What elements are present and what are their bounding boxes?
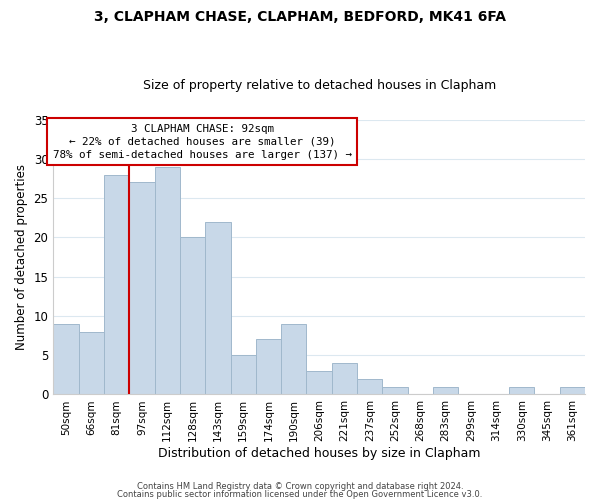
Bar bbox=[53, 324, 79, 394]
Text: Contains HM Land Registry data © Crown copyright and database right 2024.: Contains HM Land Registry data © Crown c… bbox=[137, 482, 463, 491]
Bar bbox=[155, 166, 180, 394]
Bar bbox=[230, 355, 256, 395]
Text: 3 CLAPHAM CHASE: 92sqm
← 22% of detached houses are smaller (39)
78% of semi-det: 3 CLAPHAM CHASE: 92sqm ← 22% of detached… bbox=[53, 124, 352, 160]
Bar bbox=[104, 174, 129, 394]
Text: Contains public sector information licensed under the Open Government Licence v3: Contains public sector information licen… bbox=[118, 490, 482, 499]
Bar bbox=[180, 238, 205, 394]
Bar bbox=[382, 386, 408, 394]
Bar bbox=[281, 324, 307, 394]
Bar bbox=[205, 222, 230, 394]
Bar bbox=[256, 340, 281, 394]
Bar bbox=[129, 182, 155, 394]
Title: Size of property relative to detached houses in Clapham: Size of property relative to detached ho… bbox=[143, 79, 496, 92]
Bar bbox=[357, 378, 382, 394]
Bar bbox=[332, 363, 357, 394]
Bar bbox=[307, 371, 332, 394]
Bar bbox=[509, 386, 535, 394]
Y-axis label: Number of detached properties: Number of detached properties bbox=[15, 164, 28, 350]
Text: 3, CLAPHAM CHASE, CLAPHAM, BEDFORD, MK41 6FA: 3, CLAPHAM CHASE, CLAPHAM, BEDFORD, MK41… bbox=[94, 10, 506, 24]
Bar bbox=[560, 386, 585, 394]
Bar bbox=[79, 332, 104, 394]
Bar bbox=[433, 386, 458, 394]
X-axis label: Distribution of detached houses by size in Clapham: Distribution of detached houses by size … bbox=[158, 447, 481, 460]
